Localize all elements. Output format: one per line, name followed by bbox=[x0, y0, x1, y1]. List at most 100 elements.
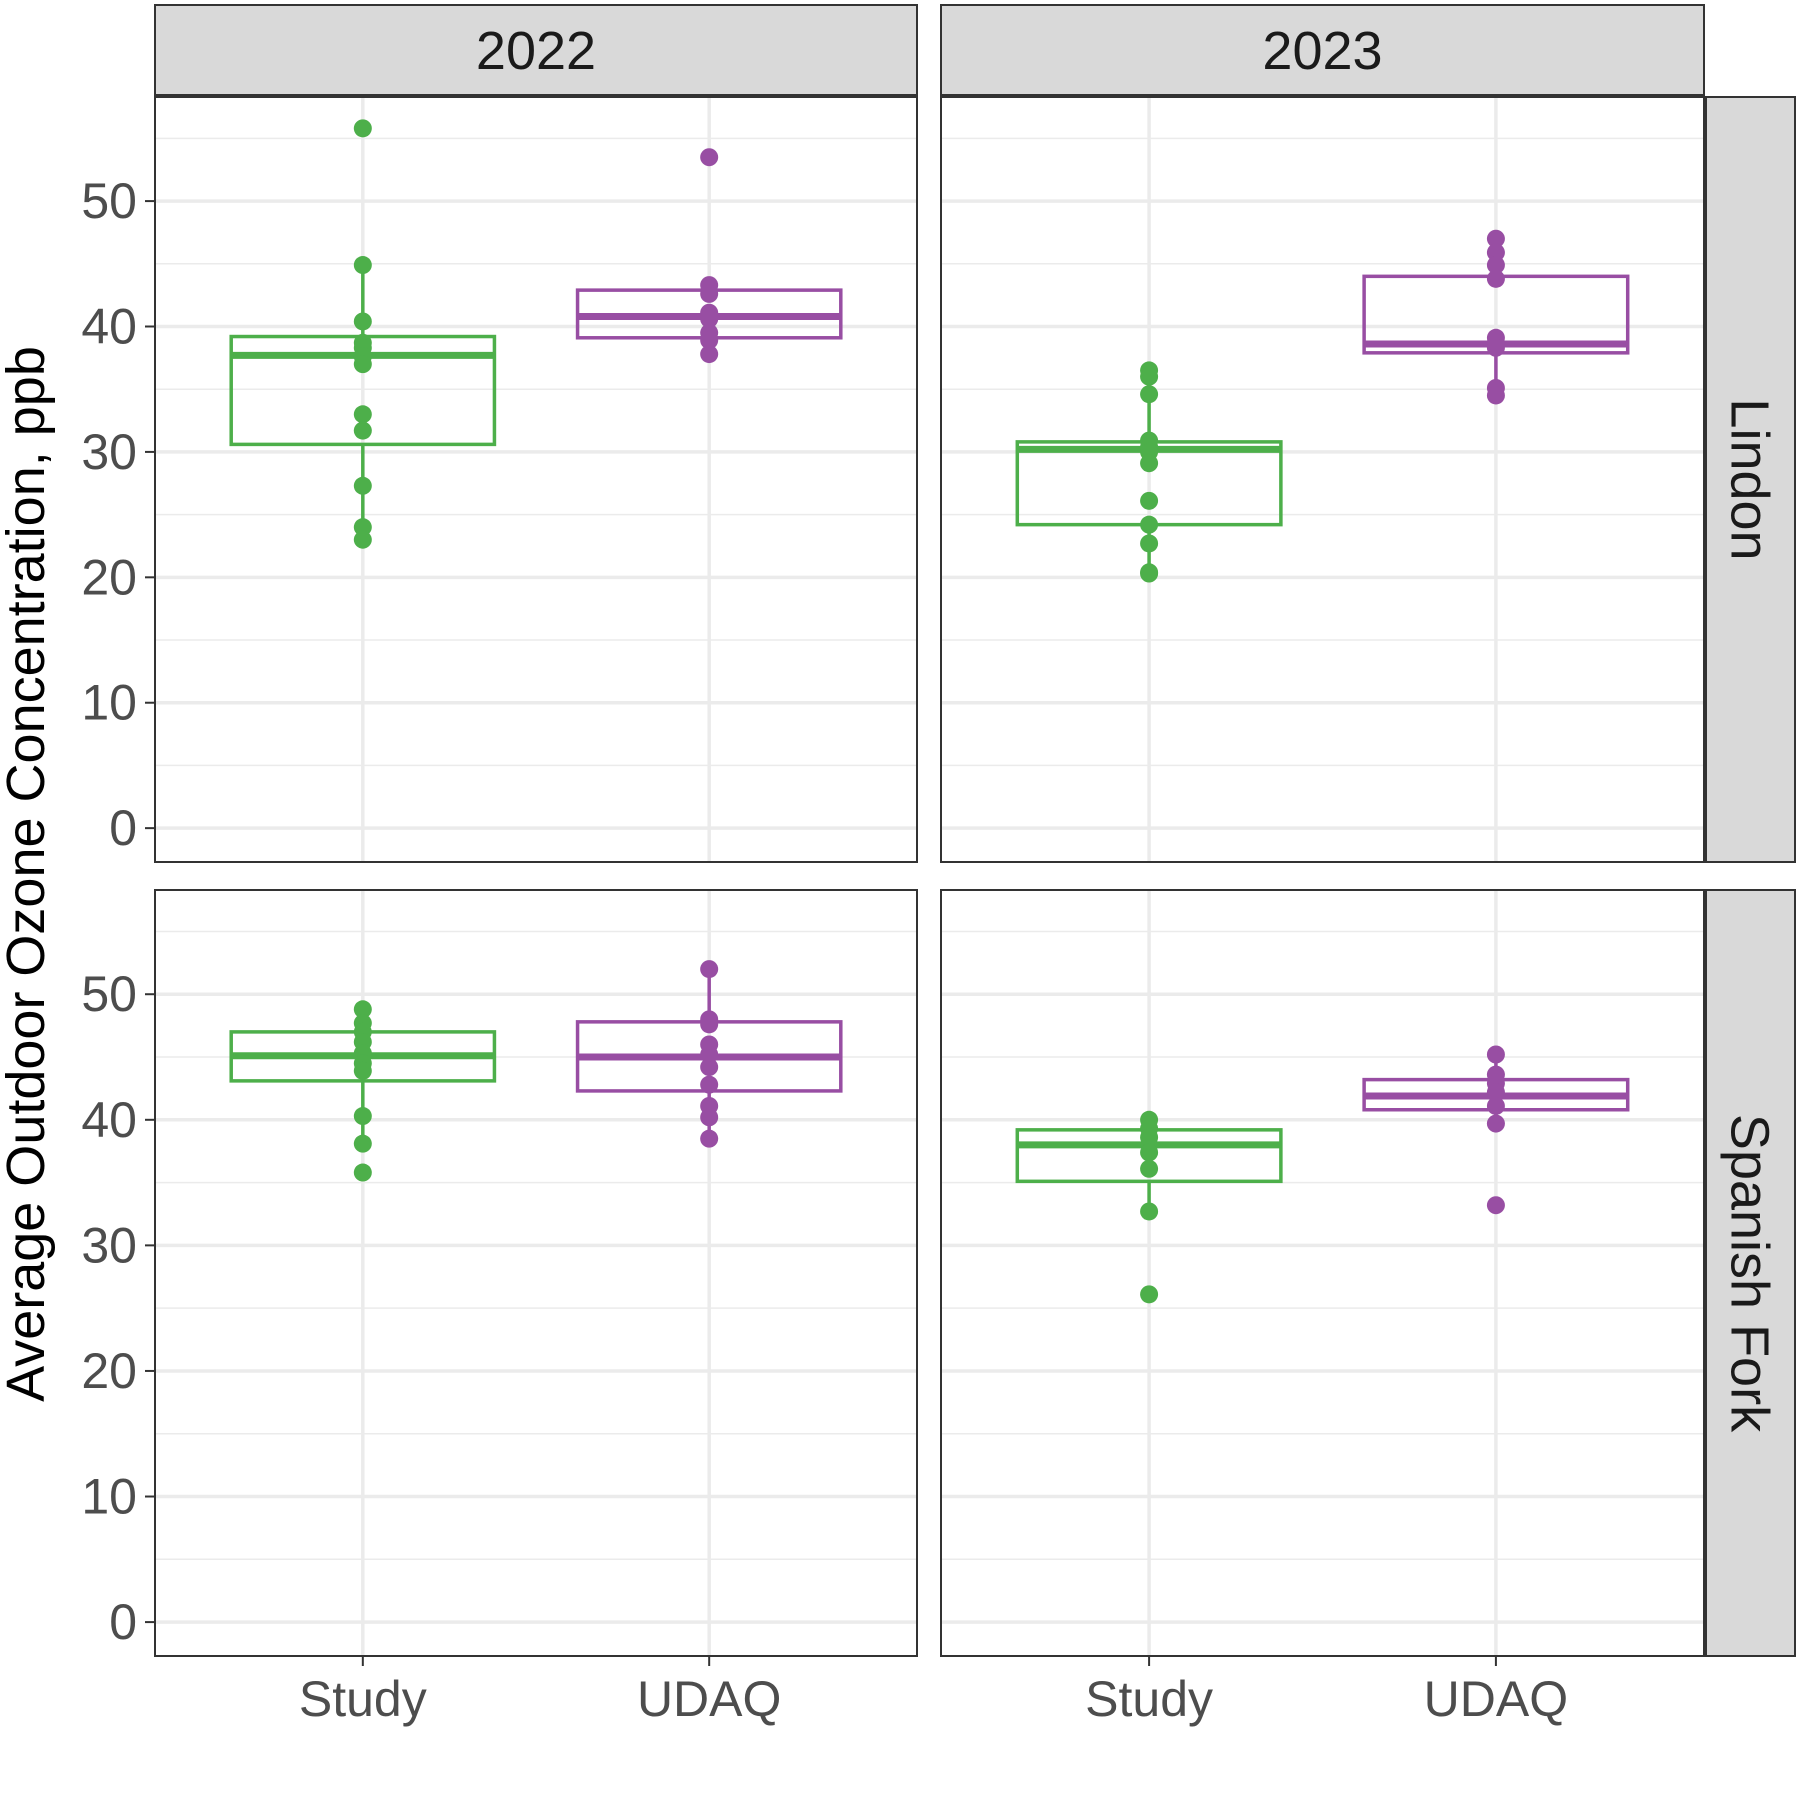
data-point bbox=[1486, 256, 1505, 275]
panel-border bbox=[940, 96, 1705, 863]
data-point bbox=[700, 1015, 719, 1034]
strips-layer: 2022 2023 Lindon Spanish Fork bbox=[154, 4, 1796, 1657]
data-point bbox=[353, 476, 372, 495]
x-axis-col-1: Study UDAQ bbox=[299, 1656, 781, 1727]
x-axis-col-2: Study UDAQ bbox=[1085, 1656, 1568, 1727]
strip-label-year: 2023 bbox=[1262, 21, 1382, 81]
data-point bbox=[353, 405, 372, 424]
x-tick-label: UDAQ bbox=[637, 1671, 781, 1727]
data-point bbox=[700, 345, 719, 364]
x-tick-label: UDAQ bbox=[1424, 1671, 1568, 1727]
data-point bbox=[700, 1108, 719, 1127]
x-tick-label: Study bbox=[1085, 1671, 1213, 1727]
data-point bbox=[1486, 1083, 1505, 1102]
data-point bbox=[700, 1075, 719, 1094]
data-point bbox=[700, 960, 719, 979]
data-point bbox=[1140, 564, 1159, 583]
data-point bbox=[1486, 1114, 1505, 1133]
panel-lindon-2023 bbox=[940, 96, 1705, 863]
panel-background bbox=[941, 890, 1704, 1656]
data-point bbox=[1486, 229, 1505, 248]
data-point bbox=[353, 312, 372, 331]
data-point bbox=[1140, 534, 1159, 553]
panel-background bbox=[155, 97, 917, 862]
strip-site-spanish-fork: Spanish Fork bbox=[1705, 889, 1796, 1657]
axes-layer: 0 10 20 30 40 50 0 10 20 30 40 50 Study UDAQ Study UDAQ bbox=[81, 173, 1568, 1727]
data-point bbox=[700, 148, 719, 167]
data-point bbox=[1140, 1202, 1159, 1221]
panel-border bbox=[154, 96, 918, 863]
data-point bbox=[353, 518, 372, 537]
y-tick-label: 40 bbox=[81, 299, 137, 355]
y-tick-label: 50 bbox=[81, 966, 137, 1022]
data-point bbox=[1140, 491, 1159, 510]
strip-background bbox=[154, 4, 918, 96]
data-point bbox=[1140, 367, 1159, 386]
strip-year-2022: 2022 bbox=[154, 4, 918, 96]
data-point bbox=[353, 421, 372, 440]
y-tick-label: 10 bbox=[81, 1469, 137, 1525]
data-point bbox=[353, 1163, 372, 1182]
data-point bbox=[1140, 1128, 1159, 1147]
y-axis-title: Average Outdoor Ozone Concentration, ppb bbox=[0, 346, 56, 1402]
y-tick-label: 50 bbox=[81, 173, 137, 229]
data-point bbox=[353, 256, 372, 275]
data-point bbox=[1140, 1143, 1159, 1162]
data-point bbox=[353, 1134, 372, 1153]
y-tick-label: 10 bbox=[81, 675, 137, 731]
data-point bbox=[353, 355, 372, 374]
y-tick-label: 0 bbox=[109, 800, 137, 856]
panel-border bbox=[154, 889, 918, 1657]
data-point bbox=[1486, 1096, 1505, 1115]
data-point bbox=[1486, 338, 1505, 357]
data-point bbox=[700, 309, 719, 328]
data-point bbox=[1486, 269, 1505, 288]
box-udaq bbox=[1362, 1045, 1630, 1215]
y-tick-label: 20 bbox=[81, 1343, 137, 1399]
strip-background bbox=[1705, 889, 1796, 1657]
box-study bbox=[229, 119, 497, 549]
strip-site-lindon: Lindon bbox=[1705, 96, 1796, 863]
data-point bbox=[1486, 243, 1505, 262]
box-udaq bbox=[1362, 229, 1630, 405]
strip-background bbox=[940, 4, 1705, 96]
data-point bbox=[700, 1129, 719, 1148]
y-tick-label: 30 bbox=[81, 424, 137, 480]
strip-background bbox=[1705, 96, 1796, 863]
strip-label-year: 2022 bbox=[476, 21, 596, 81]
data-point bbox=[353, 1061, 372, 1080]
box-udaq bbox=[575, 960, 843, 1148]
panel-spanish-fork-2023 bbox=[940, 889, 1705, 1657]
data-point bbox=[353, 1107, 372, 1126]
panel-background bbox=[155, 890, 917, 1656]
y-tick-label: 20 bbox=[81, 549, 137, 605]
box-study bbox=[1015, 1110, 1283, 1304]
data-point bbox=[700, 331, 719, 350]
strip-label-site: Lindon bbox=[1720, 398, 1780, 560]
data-point bbox=[353, 119, 372, 138]
data-point bbox=[353, 1000, 372, 1019]
x-tick-label: Study bbox=[299, 1671, 427, 1727]
data-point bbox=[700, 1045, 719, 1064]
y-tick-label: 30 bbox=[81, 1217, 137, 1273]
box-study bbox=[1015, 361, 1283, 583]
strip-year-2023: 2023 bbox=[940, 4, 1705, 96]
panel-border bbox=[940, 889, 1705, 1657]
y-tick-label: 0 bbox=[109, 1594, 137, 1650]
y-axis-row-2: 0 10 20 30 40 50 bbox=[81, 966, 155, 1650]
data-point bbox=[1486, 1045, 1505, 1064]
data-point bbox=[1140, 1285, 1159, 1304]
y-axis-row-1: 0 10 20 30 40 50 bbox=[81, 173, 155, 856]
data-point bbox=[1486, 1196, 1505, 1215]
data-point bbox=[1140, 454, 1159, 473]
data-point bbox=[1486, 386, 1505, 405]
box-udaq bbox=[575, 148, 843, 364]
data-point bbox=[700, 1058, 719, 1077]
y-tick-label: 40 bbox=[81, 1092, 137, 1148]
strip-label-site: Spanish Fork bbox=[1720, 1114, 1780, 1433]
panels-layer bbox=[154, 96, 1705, 1657]
data-point bbox=[1140, 385, 1159, 404]
panel-background bbox=[941, 97, 1704, 862]
panel-lindon-2022 bbox=[154, 96, 918, 863]
data-point bbox=[1140, 1159, 1159, 1178]
